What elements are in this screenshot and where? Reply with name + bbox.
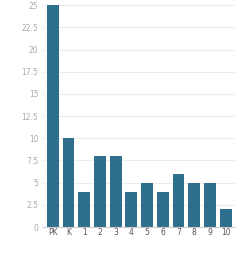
Bar — [157, 191, 169, 227]
Bar — [47, 5, 59, 227]
Bar — [173, 174, 184, 227]
Bar — [188, 183, 200, 227]
Bar — [220, 209, 232, 227]
Bar — [126, 191, 137, 227]
Bar — [110, 156, 121, 227]
Bar — [141, 183, 153, 227]
Bar — [78, 191, 90, 227]
Bar — [94, 156, 106, 227]
Bar — [204, 183, 216, 227]
Bar — [63, 138, 74, 227]
